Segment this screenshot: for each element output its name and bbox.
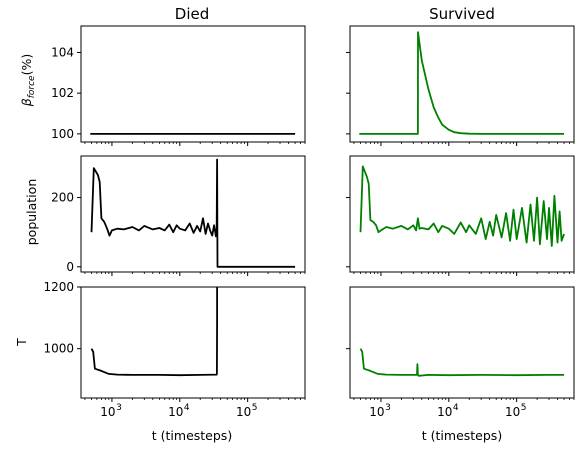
row-label-beta-force: βforce(%) xyxy=(19,54,37,108)
x-tick-exponent-survived-t: 3 xyxy=(385,403,391,413)
x-tick-label-survived-t: 10 xyxy=(369,405,384,419)
y-tick-label-died-force: 100 xyxy=(51,127,74,141)
axes-frame-survived-force xyxy=(349,25,575,143)
series-line-survived-population-0 xyxy=(359,165,565,247)
x-tick-exponent-died-t: 5 xyxy=(252,403,258,413)
series-line-died-t-0 xyxy=(90,287,218,377)
x-tick-label-died-t: 10 xyxy=(236,405,251,419)
series-line-survived-force-0 xyxy=(359,31,565,135)
x-axis-label-survived: t (timesteps) xyxy=(422,428,502,443)
series-line-died-population-0 xyxy=(90,158,296,268)
column-title-died: Died xyxy=(175,5,209,23)
beta-subscript: force xyxy=(27,75,37,98)
column-title-survived: Survived xyxy=(429,5,495,23)
series-line-survived-t-0 xyxy=(359,348,565,377)
y-tick-label-died-t: 1000 xyxy=(43,342,74,356)
x-tick-label-died-t: 10 xyxy=(168,405,183,419)
y-tick-label-died-population: 200 xyxy=(51,191,74,205)
axes-frame-survived-population xyxy=(349,155,575,273)
row-label-population: population xyxy=(24,179,39,246)
beta-unit: (%) xyxy=(19,54,34,76)
axes-frame-died-t xyxy=(80,286,306,399)
x-tick-exponent-died-t: 3 xyxy=(116,403,122,413)
x-axis-label-died: t (timesteps) xyxy=(152,428,232,443)
y-tick-label-died-t: 1200 xyxy=(43,280,74,294)
x-tick-label-survived-t: 10 xyxy=(505,405,520,419)
axes-frame-died-population xyxy=(80,155,306,273)
y-tick-label-died-force: 102 xyxy=(51,86,74,100)
x-tick-label-died-t: 10 xyxy=(100,405,115,419)
y-tick-label-died-force: 104 xyxy=(51,45,74,59)
x-tick-exponent-survived-t: 4 xyxy=(453,403,459,413)
x-tick-label-survived-t: 10 xyxy=(437,405,452,419)
axes-frame-survived-t xyxy=(349,286,575,399)
axes-frame-died-force xyxy=(80,25,306,143)
y-tick-label-died-population: 0 xyxy=(66,260,74,274)
x-tick-exponent-died-t: 4 xyxy=(184,403,190,413)
row-label-t: T xyxy=(14,338,29,347)
beta-symbol: β xyxy=(19,98,34,107)
x-tick-exponent-survived-t: 5 xyxy=(521,403,527,413)
